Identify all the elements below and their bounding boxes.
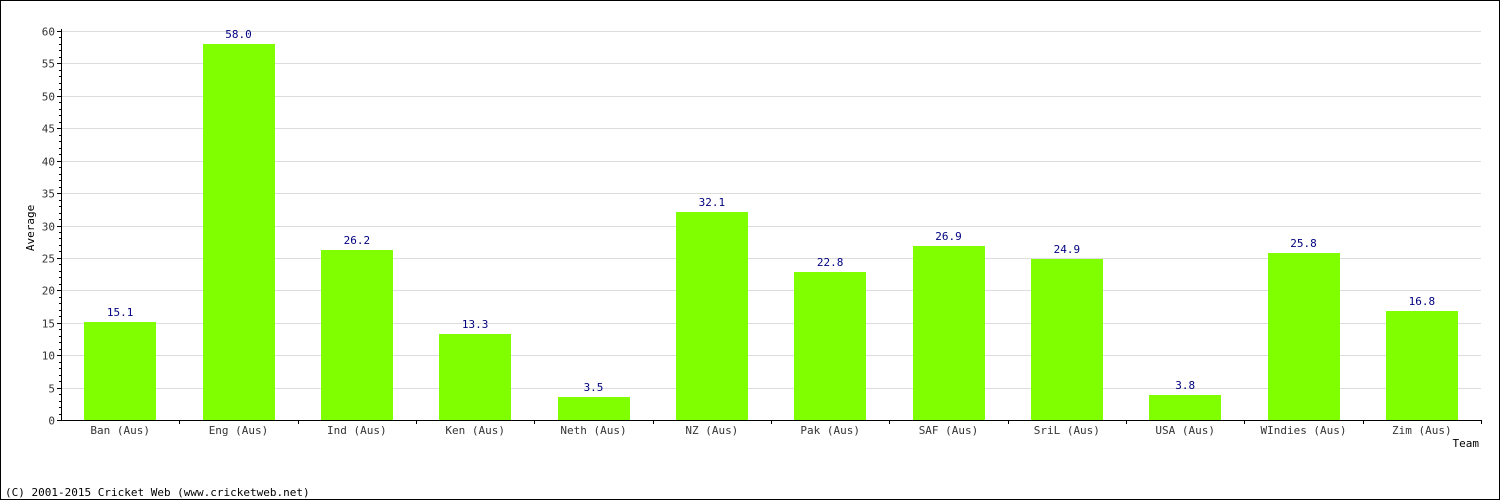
bar	[1386, 311, 1458, 420]
bar	[676, 212, 748, 420]
data-label: 26.2	[344, 234, 371, 247]
bar	[1031, 259, 1103, 420]
axes	[57, 29, 1482, 424]
bars	[84, 44, 1458, 420]
bar	[439, 334, 511, 420]
data-label: 32.1	[699, 196, 726, 209]
x-tick-label: Neth (Aus)	[560, 424, 626, 437]
x-tick-label: USA (Aus)	[1155, 424, 1215, 437]
bar	[1149, 395, 1221, 420]
data-label: 25.8	[1290, 237, 1317, 250]
data-label: 3.5	[584, 381, 604, 394]
bar	[321, 250, 393, 420]
x-tick-label: Ken (Aus)	[445, 424, 505, 437]
bar	[794, 272, 866, 420]
bar	[203, 44, 275, 420]
bar	[84, 322, 156, 420]
y-tick-label: 20	[42, 285, 55, 298]
y-tick-label: 0	[48, 415, 55, 428]
gridlines	[61, 31, 1481, 389]
bar	[1268, 253, 1340, 420]
x-axis-title: Team	[1453, 437, 1480, 450]
bar	[913, 246, 985, 420]
y-axis-title: Average	[24, 205, 37, 251]
x-tick-label: Zim (Aus)	[1392, 424, 1452, 437]
x-tick-label: NZ (Aus)	[685, 424, 738, 437]
x-tick-label: Ind (Aus)	[327, 424, 387, 437]
data-label: 22.8	[817, 256, 844, 269]
bar	[558, 397, 630, 420]
data-label: 58.0	[225, 28, 252, 41]
x-tick-label: SriL (Aus)	[1034, 424, 1100, 437]
labels: 0 5 10 15 20 25 30 35 40 45 50 55 60 15.1 Ban (Aus) 58.…	[42, 26, 1452, 438]
y-tick-label: 50	[42, 91, 55, 104]
x-tick-label: Pak (Aus)	[800, 424, 860, 437]
y-tick-label: 45	[42, 123, 55, 136]
data-label: 3.8	[1175, 379, 1195, 392]
data-label: 16.8	[1409, 295, 1436, 308]
y-tick-label: 60	[42, 26, 55, 39]
data-label: 13.3	[462, 318, 489, 331]
y-tick-label: 15	[42, 318, 55, 331]
y-tick-label: 25	[42, 253, 55, 266]
y-tick-label: 55	[42, 58, 55, 71]
copyright-footer: (C) 2001-2015 Cricket Web (www.cricketwe…	[5, 486, 310, 499]
data-label: 26.9	[935, 230, 962, 243]
x-tick-label: WIndies (Aus)	[1260, 424, 1346, 437]
data-label: 24.9	[1054, 243, 1081, 256]
data-label: 15.1	[107, 306, 134, 319]
y-tick-label: 5	[48, 383, 55, 396]
y-tick-label: 30	[42, 221, 55, 234]
y-tick-label: 40	[42, 156, 55, 169]
y-tick-label: 35	[42, 188, 55, 201]
y-tick-label: 10	[42, 350, 55, 363]
x-tick-label: SAF (Aus)	[919, 424, 979, 437]
x-tick-label: Ban (Aus)	[90, 424, 150, 437]
x-tick-label: Eng (Aus)	[209, 424, 269, 437]
